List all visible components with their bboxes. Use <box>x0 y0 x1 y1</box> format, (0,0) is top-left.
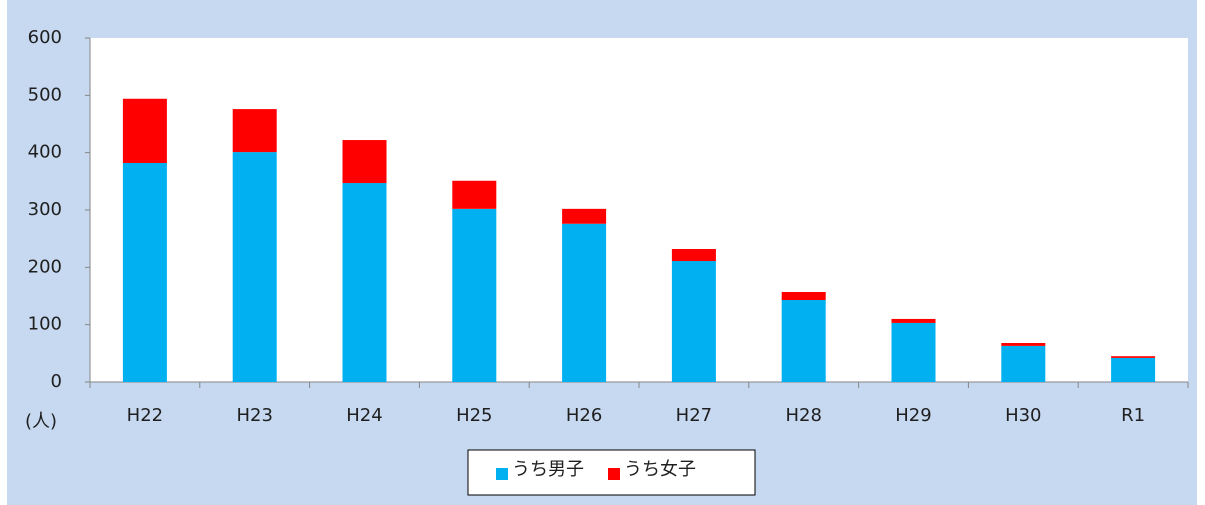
bar-segment <box>1111 357 1156 382</box>
y-tick-label: 200 <box>28 256 62 277</box>
x-tick-label: R1 <box>1121 405 1145 426</box>
x-tick-label: H24 <box>346 405 382 426</box>
bar-segment <box>781 291 826 301</box>
y-tick-label: 600 <box>28 27 62 48</box>
bar-segment <box>342 140 387 184</box>
bar-segment <box>671 248 716 262</box>
legend-label: うち男子 <box>512 459 584 480</box>
y-tick-label: 500 <box>28 84 62 105</box>
y-tick-label: 400 <box>28 142 62 163</box>
bar-segment <box>781 300 826 382</box>
x-tick-label: H22 <box>127 405 163 426</box>
bar-segment <box>562 208 607 224</box>
bar-segment <box>452 180 497 209</box>
bar-segment <box>452 208 497 382</box>
y-tick-label: 0 <box>51 371 62 392</box>
bar-segment <box>562 223 607 382</box>
bar-segment <box>891 318 936 323</box>
x-tick-label: H26 <box>566 405 602 426</box>
x-tick-label: H28 <box>785 405 821 426</box>
bar-segment <box>122 162 167 382</box>
legend-swatch <box>608 468 620 480</box>
x-tick-label: H30 <box>1005 405 1041 426</box>
bar-segment <box>342 183 387 382</box>
y-unit-label: (人) <box>25 411 57 432</box>
x-tick-label: H23 <box>236 405 272 426</box>
bar-segment <box>891 322 936 382</box>
bar-segment <box>232 109 277 153</box>
bar-segment <box>671 261 716 382</box>
y-tick-label: 300 <box>28 199 62 220</box>
bar-segment <box>1001 345 1046 382</box>
x-tick-label: H25 <box>456 405 492 426</box>
legend-label: うち女子 <box>624 459 696 480</box>
bar-segment <box>1111 356 1156 358</box>
x-tick-label: H29 <box>895 405 931 426</box>
x-tick-label: H27 <box>676 405 712 426</box>
bar-segment <box>1001 343 1046 346</box>
legend-swatch <box>496 468 508 480</box>
y-tick-label: 100 <box>28 314 62 335</box>
bar-segment <box>232 152 277 382</box>
bar-segment <box>122 98 167 163</box>
